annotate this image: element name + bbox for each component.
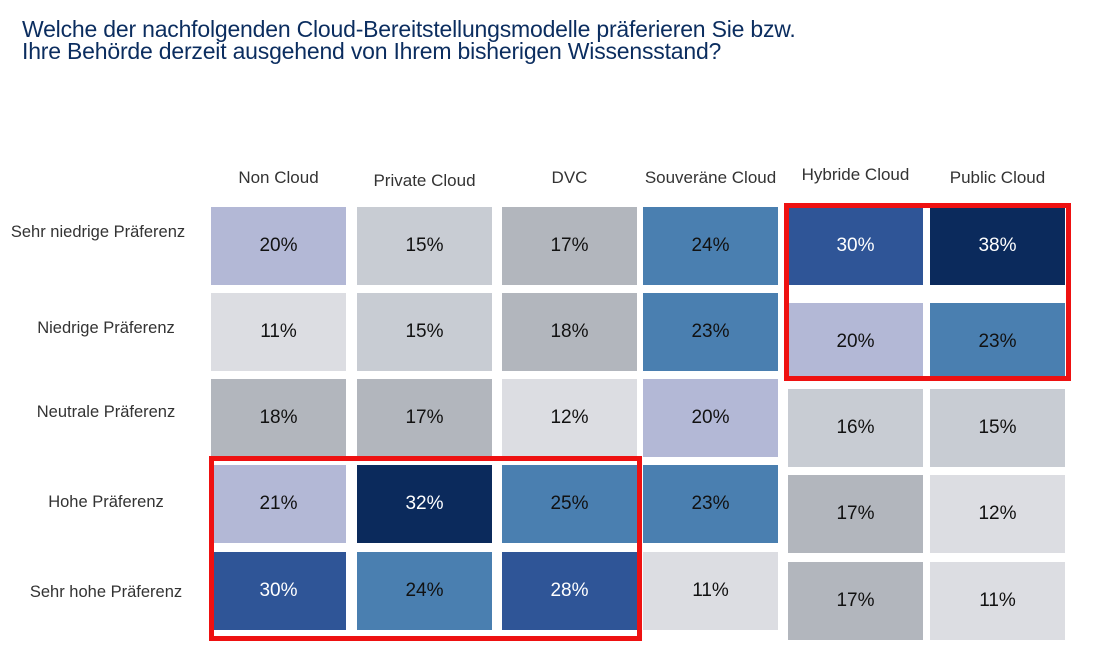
column-header: Private Cloud <box>373 171 476 190</box>
heatmap-cell: 30% <box>211 552 346 630</box>
highlight-box <box>209 456 642 641</box>
heatmap-cell: 12% <box>502 379 637 457</box>
heatmap-cell: 11% <box>643 552 778 630</box>
heatmap-cell: 21% <box>211 465 346 543</box>
column-header: Souveräne Cloud <box>644 168 777 187</box>
heatmap-cell: 23% <box>643 465 778 543</box>
column-header: Non Cloud <box>238 168 319 187</box>
heatmap-cell: 15% <box>930 389 1065 467</box>
heatmap-cell: 20% <box>788 303 923 381</box>
column-header: Public Cloud <box>949 168 1046 187</box>
heatmap-cell: 38% <box>930 207 1065 285</box>
title-line-1: Welche der nachfolgenden Cloud-Bereitste… <box>22 16 796 42</box>
heatmap-cell: 23% <box>930 303 1065 381</box>
column-header: DVC <box>551 168 588 187</box>
heatmap-cell: 23% <box>643 293 778 371</box>
heatmap-cell: 25% <box>502 465 637 543</box>
heatmap-cell: 17% <box>788 562 923 640</box>
heatmap-cell: 18% <box>502 293 637 371</box>
row-header: Sehr niedrige Präferenz <box>10 223 186 241</box>
heatmap-cell: 24% <box>357 552 492 630</box>
heatmap-cell: 12% <box>930 475 1065 553</box>
title-line-2: Ihre Behörde derzeit ausgehend von Ihrem… <box>22 38 722 64</box>
heatmap-cell: 28% <box>502 552 637 630</box>
heatmap-cell: 20% <box>211 207 346 285</box>
row-header: Hohe Präferenz <box>48 493 164 511</box>
heatmap-cell: 17% <box>788 475 923 553</box>
heatmap-cell: 11% <box>211 293 346 371</box>
heatmap-cell: 15% <box>357 207 492 285</box>
heatmap-cell: 15% <box>357 293 492 371</box>
heatmap-cell: 18% <box>211 379 346 457</box>
row-header: Neutrale Präferenz <box>36 403 176 421</box>
heatmap-cell: 20% <box>643 379 778 457</box>
heatmap-cell: 32% <box>357 465 492 543</box>
row-header: Niedrige Präferenz <box>37 319 175 337</box>
heatmap-cell: 30% <box>788 207 923 285</box>
chart-title: Welche der nachfolgenden Cloud-Bereitste… <box>22 16 796 64</box>
heatmap-cell: 11% <box>930 562 1065 640</box>
heatmap-cell: 24% <box>643 207 778 285</box>
heatmap-cell: 16% <box>788 389 923 467</box>
heatmap-cell: 17% <box>357 379 492 457</box>
row-header: Sehr hohe Präferenz <box>29 583 183 601</box>
heatmap-cell: 17% <box>502 207 637 285</box>
highlight-box <box>784 203 1071 381</box>
column-header: Hybride Cloud <box>801 165 910 184</box>
